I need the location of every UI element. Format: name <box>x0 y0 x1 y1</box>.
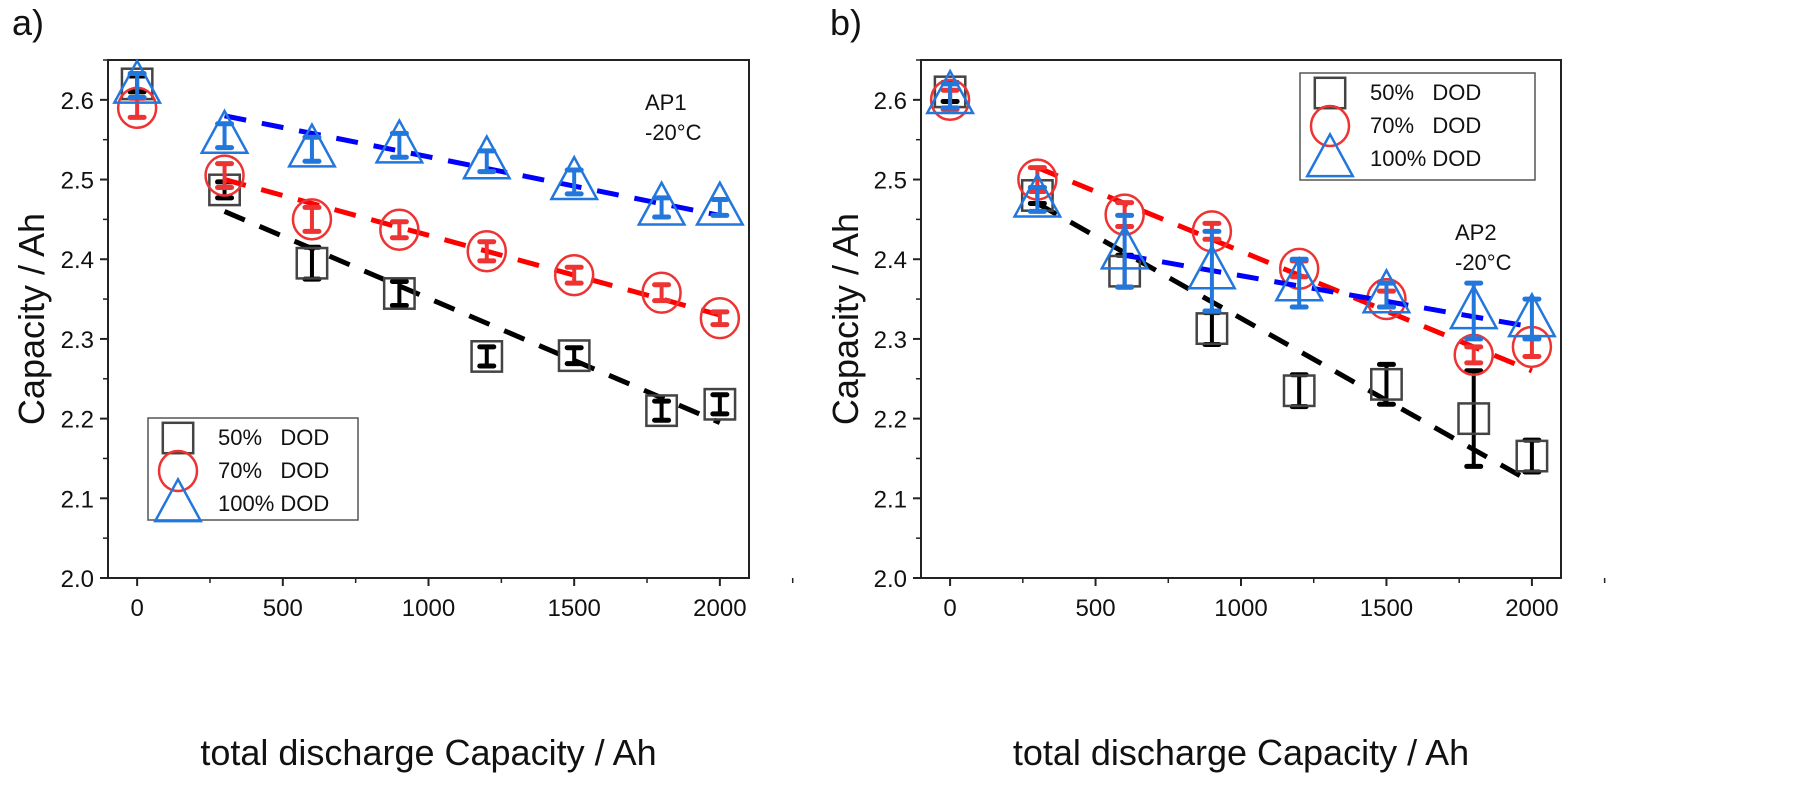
y-tick-label: 2.5 <box>874 168 907 195</box>
fit-line <box>1124 252 1533 330</box>
panel-label: a) <box>12 2 44 43</box>
data-point <box>470 340 504 373</box>
data-point <box>1515 439 1549 473</box>
x-tick-label: 0 <box>943 595 956 622</box>
data-point <box>645 394 679 428</box>
legend-label: 100% DOD <box>218 491 329 516</box>
panel-b: 0 500 1000 1500 2000 2.0 2.1 2.2 2.3 2.4 2.5 2.6 tot… <box>825 2 1606 773</box>
x-axis-label: total discharge Capacity / Ah <box>1013 732 1469 773</box>
y-axis-label: Capacity / Ah <box>11 213 52 425</box>
legend-marker-circle <box>1309 104 1351 148</box>
x-tick-label: 1500 <box>547 595 600 622</box>
data-point <box>379 208 420 251</box>
y-axis-label: Capacity / Ah <box>825 213 866 425</box>
series-circle <box>116 86 741 340</box>
legend-label: 70% DOD <box>1370 113 1481 138</box>
x-tick-label: 0 <box>130 595 143 622</box>
data-point <box>199 108 250 155</box>
data-point <box>699 297 741 340</box>
x-tick-label: 1000 <box>1214 595 1267 622</box>
annotation-line-2: -20°C <box>1455 250 1512 275</box>
data-point <box>1448 283 1499 330</box>
legend-marker-square <box>1313 76 1347 110</box>
legend-marker-triangle <box>153 476 203 523</box>
y-tick-label: 2.2 <box>874 407 907 434</box>
x-tick-label: 500 <box>263 595 303 622</box>
legend-label: 100% DOD <box>1370 146 1481 171</box>
legend-label: 50% DOD <box>218 425 329 450</box>
annotation-line-1: AP1 <box>645 90 687 115</box>
y-tick-label: 2.0 <box>874 566 907 593</box>
x-axis-label: total discharge Capacity / Ah <box>200 732 656 773</box>
x-tick-label: 500 <box>1076 595 1116 622</box>
y-tick-label: 2.2 <box>61 407 94 434</box>
data-point <box>287 121 337 168</box>
data-point <box>295 246 329 280</box>
x-tick-label: 2000 <box>693 595 746 622</box>
data-point <box>1507 291 1557 338</box>
y-tick-label: 2.4 <box>874 247 907 274</box>
data-point <box>374 117 425 164</box>
data-point <box>694 180 745 226</box>
legend-marker-triangle <box>1305 131 1355 178</box>
data-point <box>929 78 971 122</box>
data-point <box>557 339 591 373</box>
annotation-line-1: AP2 <box>1455 220 1497 245</box>
legend: 50% DOD 70% DOD 100% DOD <box>1299 72 1536 181</box>
legend-label: 70% DOD <box>218 458 329 483</box>
data-point <box>466 230 508 273</box>
data-point <box>1012 172 1063 218</box>
data-point <box>925 68 975 115</box>
y-tick-label: 2.3 <box>61 327 94 354</box>
series-triangle <box>112 58 745 226</box>
legend-marker-square <box>161 421 195 455</box>
fit-line <box>223 209 721 425</box>
panel-a: 0 500 1000 1500 2000 2.0 2.1 2.2 2.3 2.4 2.5 2.6 tot… <box>11 2 794 773</box>
x-tick-label: 2000 <box>1505 595 1558 622</box>
legend-box <box>147 417 359 521</box>
data-point <box>1282 374 1316 408</box>
data-point <box>549 154 600 201</box>
y-tick-label: 2.4 <box>61 247 94 274</box>
data-point <box>291 198 333 241</box>
fit-line <box>223 177 721 318</box>
series-square <box>120 67 737 428</box>
y-tick-label: 2.6 <box>61 88 94 115</box>
data-point <box>1370 367 1403 401</box>
data-point <box>382 277 416 310</box>
x-tick-label: 1000 <box>402 595 455 622</box>
y-tick-label: 2.1 <box>874 486 907 513</box>
y-tick-label: 2.1 <box>61 486 94 513</box>
data-point <box>1361 267 1412 314</box>
panel-label: b) <box>830 2 862 43</box>
data-point <box>204 154 245 197</box>
legend-marker-circle <box>157 449 199 493</box>
y-tick-label: 2.0 <box>61 566 94 593</box>
legend-box <box>1299 72 1536 181</box>
legend: 50% DOD 70% DOD 100% DOD <box>147 417 359 523</box>
data-point <box>1457 402 1491 436</box>
data-point <box>636 180 687 226</box>
data-point <box>1099 223 1150 270</box>
data-point <box>461 133 512 180</box>
data-point <box>553 253 595 297</box>
data-point <box>641 271 682 314</box>
x-tick-label: 1500 <box>1360 595 1413 622</box>
data-point <box>1274 255 1325 302</box>
fit-line <box>1036 201 1534 485</box>
y-tick-label: 2.5 <box>61 168 94 195</box>
data-point <box>703 387 737 421</box>
data-point <box>1187 243 1237 290</box>
annotation-line-2: -20°C <box>645 120 702 145</box>
series-triangle <box>925 68 1557 342</box>
y-tick-label: 2.6 <box>874 88 907 115</box>
legend-label: 50% DOD <box>1370 80 1481 105</box>
data-point <box>112 58 163 104</box>
y-tick-label: 2.3 <box>874 327 907 354</box>
